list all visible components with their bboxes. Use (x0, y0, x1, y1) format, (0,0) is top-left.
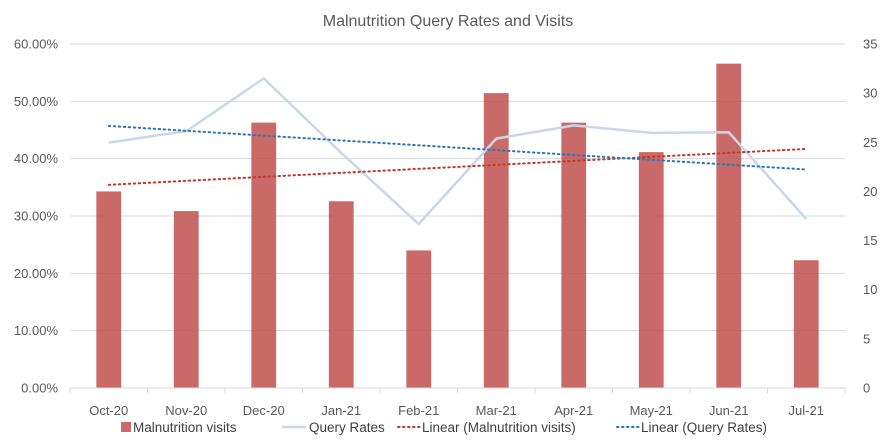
legend-label-trend-query: Linear (Query Rates) (641, 420, 767, 435)
y-right-tick-label: 0 (863, 381, 870, 396)
y-left-tick-label: 20.00% (14, 266, 59, 281)
bar-malnutrition-visits (251, 122, 277, 388)
bar-malnutrition-visits (483, 93, 509, 389)
legend-label-trend-visits: Linear (Malnutrition visits) (422, 420, 576, 435)
axes: 0.00% 10.00% 20.00% 30.00% 40.00% 50.00% 60.00… (14, 37, 878, 419)
y-left-tick-label: 50.00% (14, 94, 59, 109)
x-tick-label: May-21 (630, 403, 673, 418)
chart-title: Malnutrition Query Rates and Visits (323, 13, 573, 30)
x-tick-label: Mar-21 (476, 403, 517, 418)
line-query-rates (108, 77, 808, 226)
bar-malnutrition-visits (173, 211, 199, 388)
x-tick-label: Jul-21 (789, 403, 824, 418)
y-left-tick-label: 40.00% (14, 151, 59, 166)
x-tick-label: Jun-21 (709, 403, 749, 418)
y-left-tick-label: 0.00% (21, 381, 58, 396)
bar-malnutrition-visits (793, 260, 819, 388)
bar-series (96, 63, 819, 389)
y-right-tick-label: 10 (863, 282, 877, 297)
gridlines (70, 43, 845, 389)
x-tick-label: Nov-20 (165, 403, 207, 418)
bar-malnutrition-visits (328, 201, 354, 388)
x-tick-label: Dec-20 (243, 403, 285, 418)
y-right-tick-label: 20 (863, 184, 877, 199)
y-left-tick-label: 10.00% (14, 323, 59, 338)
y-left-tick-label: 60.00% (14, 37, 59, 52)
x-tick-label: Oct-20 (89, 403, 128, 418)
legend-label-malnutrition-visits: Malnutrition visits (133, 420, 237, 435)
x-tick-label: Feb-21 (398, 403, 439, 418)
legend: Malnutrition visits Query Rates Linear (Ma… (121, 420, 767, 435)
bar-malnutrition-visits (716, 63, 742, 389)
legend-label-query-rates: Query Rates (309, 420, 385, 435)
bar-malnutrition-visits (638, 152, 664, 388)
x-tick-label: Apr-21 (554, 403, 593, 418)
y-right-tick-label: 15 (863, 233, 877, 248)
y-right-tick-label: 30 (863, 86, 877, 101)
x-tick-label: Jan-21 (321, 403, 361, 418)
trendline-query-rates (107, 124, 808, 171)
bar-malnutrition-visits (406, 250, 432, 388)
line-series (107, 77, 808, 226)
bar-malnutrition-visits (96, 191, 122, 388)
y-right-tick-label: 5 (863, 331, 870, 346)
trendline-malnutrition-visits (107, 147, 808, 186)
y-right-tick-label: 35 (863, 37, 877, 52)
y-left-tick-label: 30.00% (14, 209, 59, 224)
bar-malnutrition-visits (561, 122, 587, 388)
y-right-tick-label: 25 (863, 135, 877, 150)
legend-swatch-malnutrition-visits (121, 422, 131, 432)
